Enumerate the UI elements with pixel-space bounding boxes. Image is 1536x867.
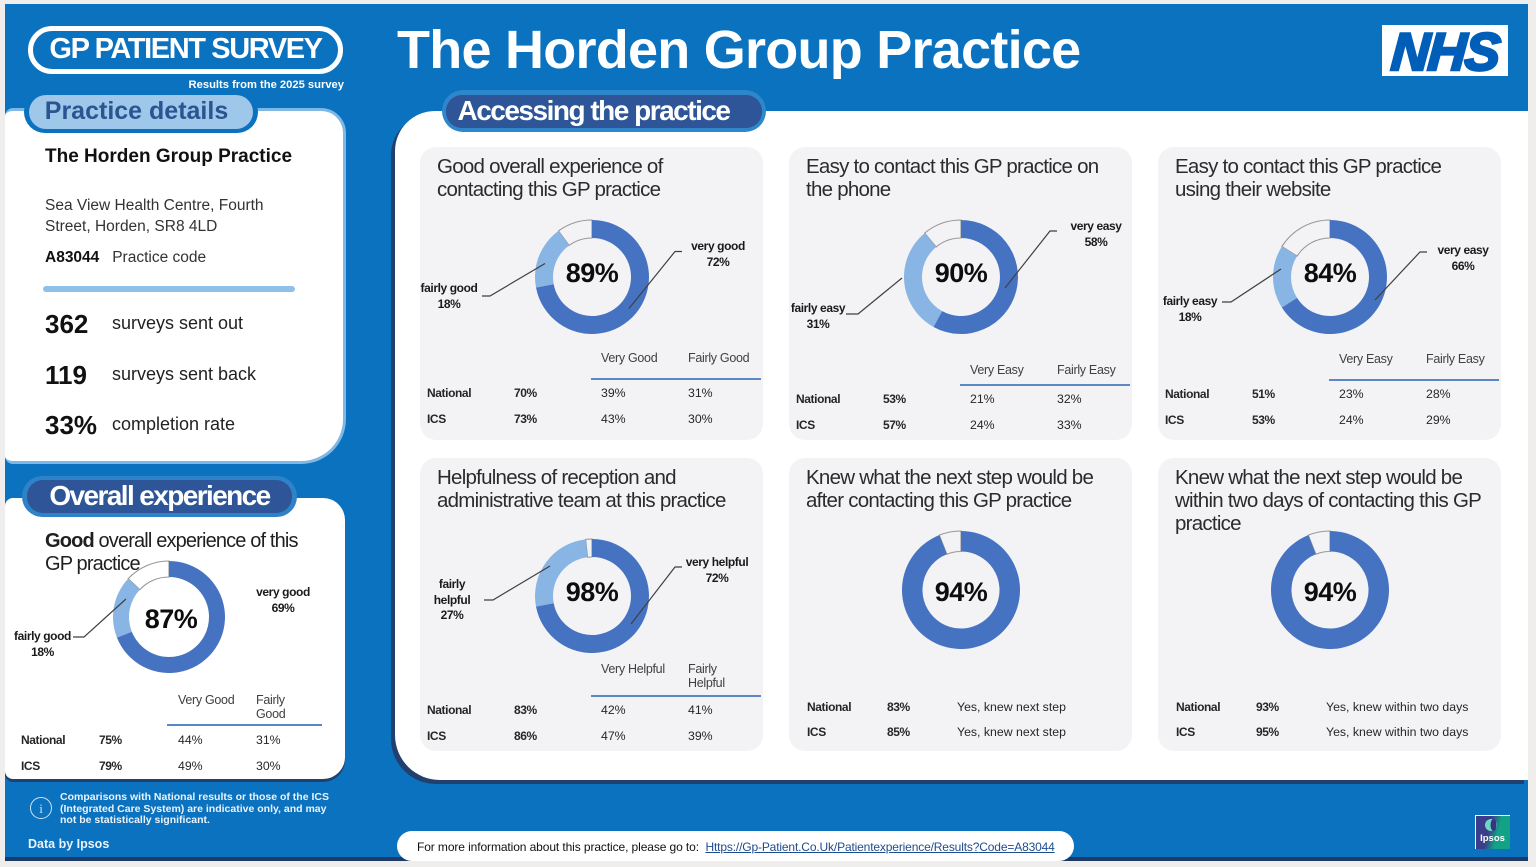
svg-text:NHS: NHS [1389, 25, 1502, 76]
